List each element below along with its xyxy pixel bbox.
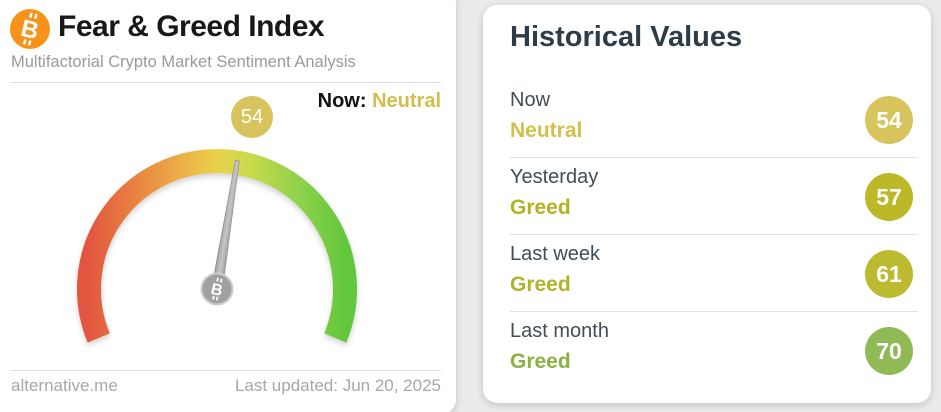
history-score-badge: 57 [865,173,913,221]
history-row-label: Last week [510,243,601,265]
page-title: Fear & Greed Index [58,10,325,43]
source-link[interactable]: alternative.me [11,376,118,395]
sentiment-gauge: B [77,149,357,343]
history-row-value: Greed [510,196,571,219]
footer-divider [10,370,441,371]
history-row-value: Greed [510,350,571,373]
history-score-badge: 70 [865,327,913,375]
row-divider [510,234,918,235]
gauge-panel: B Fear & Greed Index Multifactorial Cryp… [0,0,456,412]
svg-text:B: B [209,281,224,300]
history-row-label: Now [510,89,551,111]
gauge-score-badge: 54 [231,96,273,138]
gauge-hub-bitcoin-icon: B [200,272,234,306]
history-row-value: Greed [510,273,571,296]
last-updated-text: Last updated: Jun 20, 2025 [234,376,441,395]
now-label: Now: [317,90,367,112]
page-subtitle: Multifactorial Crypto Market Sentiment A… [11,53,356,71]
historical-values-title: Historical Values [510,21,743,53]
history-row-value: Neutral [510,119,583,142]
history-score-badge: 54 [865,96,913,144]
svg-text:B: B [18,15,41,45]
bitcoin-icon: B [10,9,50,49]
row-divider [510,157,918,158]
now-sentiment-value: Neutral [372,90,441,112]
gauge-arc [77,149,357,343]
row-divider [510,311,918,312]
historical-values-panel: Historical Values Now Neutral 54 Yesterd… [483,5,931,403]
history-score-badge: 61 [865,250,913,298]
history-row-label: Last month [510,320,609,342]
current-sentiment-line: Now: Neutral [318,90,441,113]
history-row-label: Yesterday [510,166,599,188]
header-divider [10,82,441,83]
